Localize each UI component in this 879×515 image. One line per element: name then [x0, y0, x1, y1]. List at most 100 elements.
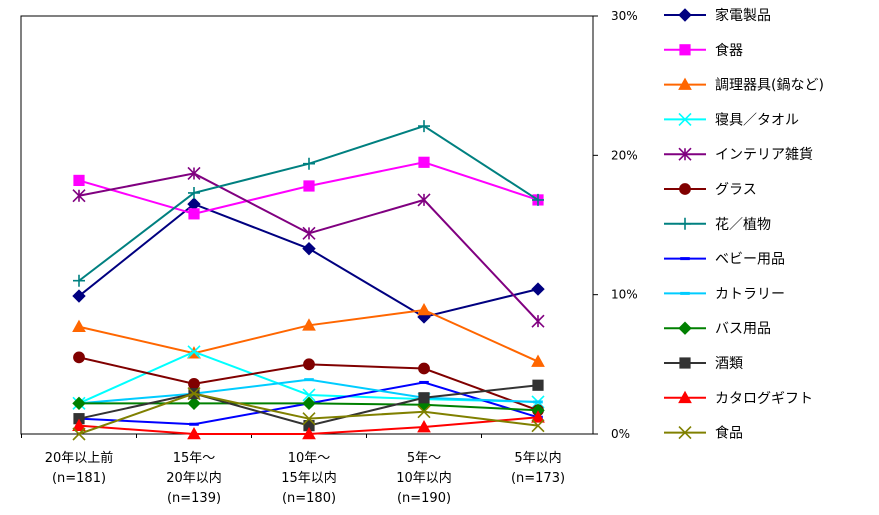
data-point — [189, 422, 199, 426]
legend-label: 花／植物 — [715, 217, 771, 233]
legend-label: 食品 — [715, 425, 743, 442]
y-tick-label: 20% — [611, 148, 638, 162]
legend-item: 酒類 — [664, 356, 743, 372]
data-point — [680, 257, 690, 261]
x-tick-label-line: (n=190) — [397, 491, 451, 506]
data-point — [72, 418, 86, 431]
data-point — [678, 426, 692, 440]
y-tick-label: 30% — [611, 9, 638, 23]
legend-label: カトラリー — [715, 286, 785, 302]
data-point — [678, 147, 692, 161]
data-point — [678, 77, 692, 90]
legend-item: 調理器具(鍋など) — [664, 77, 824, 94]
data-point — [72, 427, 86, 441]
data-point — [418, 120, 430, 133]
x-tick-label: 5年以内 (n=173) — [511, 450, 565, 486]
data-point — [678, 390, 692, 404]
legend-item: 寝具／タオル — [664, 111, 799, 128]
legend-item: カタログギフト — [664, 390, 813, 407]
data-point — [187, 166, 201, 181]
legend-item: ベビー用品 — [664, 252, 785, 268]
data-point — [72, 189, 86, 203]
data-point — [532, 379, 544, 391]
legend-label: 酒類 — [715, 356, 743, 372]
data-point — [303, 180, 315, 192]
data-point — [418, 156, 430, 168]
legend-label: カタログギフト — [715, 391, 813, 407]
data-point — [679, 44, 691, 56]
data-point — [187, 426, 201, 440]
data-point — [678, 321, 692, 335]
legend-item: インテリア雑貨 — [664, 146, 813, 163]
data-point — [302, 388, 316, 402]
x-tick-label-line: 20年以内 — [166, 470, 222, 486]
series-group — [73, 120, 544, 287]
legend-label: 寝具／タオル — [715, 111, 799, 128]
data-point — [679, 357, 691, 369]
y-tick-label: 0% — [611, 427, 630, 441]
y-tick-label: 10% — [611, 288, 638, 302]
plot-area-frame — [20, 15, 594, 435]
x-tick-label-line: (n=139) — [167, 491, 221, 506]
data-point — [678, 112, 692, 126]
legend-label: インテリア雑貨 — [715, 146, 813, 163]
data-point — [302, 318, 316, 331]
data-point — [73, 351, 85, 364]
x-tick-label-line: 20年以上前 — [45, 450, 114, 466]
data-point — [418, 392, 430, 404]
legend-label: グラス — [715, 182, 757, 198]
data-point — [187, 387, 201, 401]
legend-item: 家電製品 — [664, 7, 771, 24]
x-tick-label-line: 5年以内 — [514, 450, 561, 466]
series-group — [72, 387, 545, 441]
data-point — [73, 174, 85, 187]
x-tick-label-line: 10年以内 — [396, 470, 452, 486]
series-group — [72, 166, 545, 328]
data-point — [302, 426, 316, 440]
data-point — [678, 8, 692, 22]
data-point — [302, 396, 316, 411]
data-point — [679, 183, 691, 195]
legend-item: 花／植物 — [664, 217, 771, 233]
data-point — [187, 396, 201, 411]
x-tick-label: 5年～ 10年以内 (n=190) — [396, 451, 452, 506]
legend-item: 食器 — [664, 42, 743, 59]
x-tick-label-line: (n=180) — [282, 491, 336, 506]
data-point — [304, 378, 314, 382]
data-point — [72, 396, 86, 411]
data-point — [680, 291, 690, 295]
legend-item: バス用品 — [664, 321, 771, 337]
data-point — [417, 420, 431, 433]
data-point — [188, 208, 200, 220]
data-point — [417, 405, 431, 419]
data-point — [302, 241, 316, 256]
x-tick-label-line: (n=181) — [52, 471, 106, 486]
series-group — [72, 197, 545, 324]
data-point — [531, 354, 545, 367]
legend-label: 食器 — [715, 42, 743, 59]
data-point — [302, 226, 316, 240]
legend-item: グラス — [664, 182, 757, 198]
legend-item: 食品 — [664, 425, 743, 442]
data-point — [533, 400, 543, 404]
x-tick-label-line: (n=173) — [511, 471, 565, 486]
data-point — [188, 377, 200, 390]
data-point — [679, 217, 691, 230]
legend-label: ベビー用品 — [715, 252, 785, 268]
legend-item: カトラリー — [664, 286, 785, 302]
data-point — [302, 412, 316, 426]
series-group — [72, 396, 545, 418]
x-tick-label-line: 10年～ — [288, 451, 331, 466]
data-point — [531, 410, 545, 423]
data-point — [72, 319, 86, 333]
x-tick-label-line: 5年～ — [407, 451, 441, 466]
data-point — [417, 193, 431, 207]
data-point — [72, 289, 86, 303]
data-point — [303, 157, 315, 170]
data-point — [532, 193, 544, 206]
x-tick-label-line: 15年～ — [173, 451, 216, 466]
data-point — [531, 419, 545, 433]
legend-label: 家電製品 — [715, 7, 771, 24]
data-point — [303, 358, 315, 371]
